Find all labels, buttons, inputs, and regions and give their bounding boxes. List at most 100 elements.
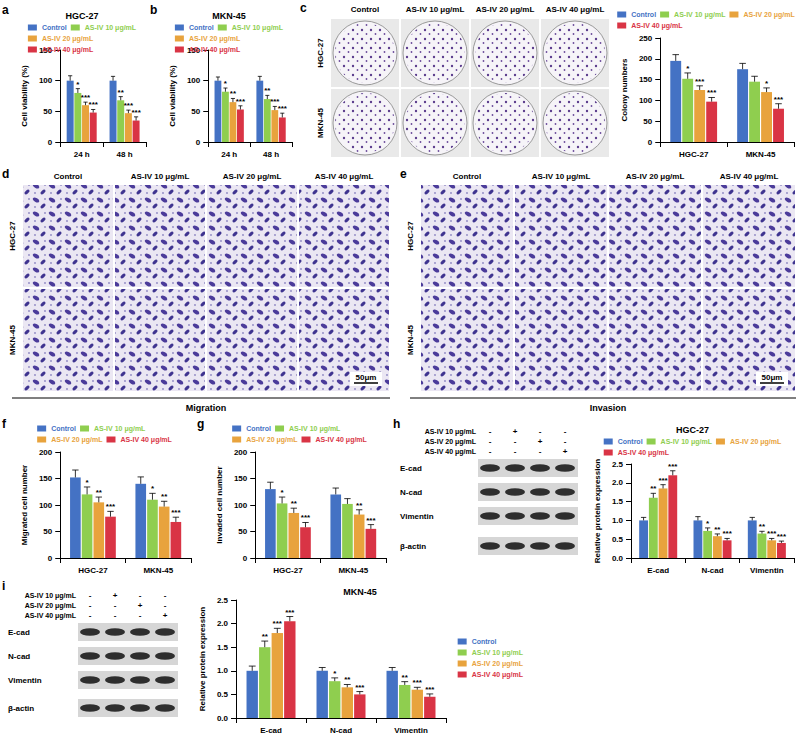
- svg-text:***: ***: [707, 88, 717, 97]
- svg-text:d: d: [2, 167, 9, 181]
- svg-text:+: +: [113, 591, 118, 600]
- svg-text:-: -: [564, 427, 567, 436]
- svg-text:***: ***: [89, 100, 99, 109]
- svg-text:AS-IV 20 μg/mL: AS-IV 20 μg/mL: [743, 11, 795, 19]
- svg-text:AS-IV 40 μg/mL: AS-IV 40 μg/mL: [315, 172, 374, 181]
- svg-text:1.0: 1.0: [612, 516, 624, 525]
- svg-text:Vimentin: Vimentin: [400, 512, 434, 521]
- svg-text:HGC-27: HGC-27: [406, 221, 415, 251]
- svg-text:50μm: 50μm: [762, 373, 783, 382]
- svg-text:f: f: [2, 417, 7, 431]
- svg-text:-: -: [89, 591, 92, 600]
- svg-text:50: 50: [643, 117, 652, 126]
- svg-text:50: 50: [238, 527, 247, 536]
- svg-text:AS-IV 40 μg/mL: AS-IV 40 μg/mL: [121, 436, 173, 444]
- svg-text:MKN-45: MKN-45: [316, 108, 325, 138]
- svg-text:**: **: [759, 522, 766, 531]
- svg-text:100: 100: [234, 501, 248, 510]
- svg-text:*: *: [765, 79, 769, 88]
- svg-text:100: 100: [39, 76, 53, 85]
- svg-text:-: -: [489, 427, 492, 436]
- svg-text:AS-IV 40 μg/mL: AS-IV 40 μg/mL: [472, 671, 524, 679]
- svg-text:250: 250: [639, 34, 653, 43]
- svg-text:***: ***: [774, 95, 784, 104]
- svg-text:AS-IV 20 μg/mL: AS-IV 20 μg/mL: [25, 602, 77, 610]
- svg-text:0: 0: [48, 554, 53, 563]
- svg-text:i: i: [2, 579, 5, 593]
- svg-text:***: ***: [273, 619, 283, 628]
- svg-text:AS-IV 10 μg/mL: AS-IV 10 μg/mL: [674, 11, 726, 19]
- svg-text:N-cad: N-cad: [8, 652, 30, 661]
- svg-text:Invasion: Invasion: [590, 403, 627, 413]
- svg-text:-: -: [114, 601, 117, 610]
- svg-text:200: 200: [639, 54, 653, 63]
- svg-text:AS-IV 10 μg/mL: AS-IV 10 μg/mL: [532, 172, 591, 181]
- svg-text:MKN-45: MKN-45: [338, 566, 368, 575]
- svg-text:AS-IV 10 μg/mL: AS-IV 10 μg/mL: [94, 425, 146, 433]
- svg-text:24 h: 24 h: [221, 150, 237, 159]
- svg-text:*: *: [281, 488, 285, 497]
- svg-text:0: 0: [48, 138, 53, 147]
- svg-text:***: ***: [425, 685, 435, 694]
- svg-text:***: ***: [777, 532, 787, 541]
- svg-text:Control: Control: [54, 172, 82, 181]
- svg-text:1.0: 1.0: [217, 666, 229, 675]
- svg-text:Invaded cell number: Invaded cell number: [215, 466, 224, 543]
- svg-text:-: -: [89, 601, 92, 610]
- svg-text:50: 50: [191, 107, 200, 116]
- svg-text:**: **: [264, 86, 271, 95]
- svg-text:***: ***: [722, 529, 732, 538]
- svg-text:HGC-27: HGC-27: [679, 150, 709, 159]
- svg-text:Control: Control: [351, 5, 379, 14]
- svg-text:AS-IV 40 μg/mL: AS-IV 40 μg/mL: [316, 436, 368, 444]
- svg-text:Vimentin: Vimentin: [8, 676, 42, 685]
- svg-text:Colony numbers: Colony numbers: [620, 58, 629, 122]
- svg-text:MKN-45: MKN-45: [212, 11, 246, 21]
- svg-text:**: **: [291, 499, 298, 508]
- svg-text:***: ***: [695, 77, 705, 86]
- svg-text:Control: Control: [246, 425, 271, 432]
- svg-text:*: *: [686, 64, 690, 73]
- svg-text:Control: Control: [472, 638, 497, 645]
- svg-text:Migration: Migration: [186, 403, 227, 413]
- svg-text:AS-IV 10 μg/mL: AS-IV 10 μg/mL: [289, 425, 341, 433]
- svg-text:MKN-45: MKN-45: [406, 325, 415, 355]
- svg-text:Migrated cell number: Migrated cell number: [20, 465, 29, 545]
- svg-text:Relative protein expression: Relative protein expression: [593, 459, 602, 564]
- svg-text:AS-IV 20 μg/mL: AS-IV 20 μg/mL: [472, 660, 524, 668]
- svg-text:AS-IV 20 μg/mL: AS-IV 20 μg/mL: [42, 35, 94, 43]
- svg-text:*: *: [151, 484, 155, 493]
- svg-text:+: +: [563, 447, 568, 456]
- svg-text:AS-IV 10 μg/mL: AS-IV 10 μg/mL: [406, 5, 465, 14]
- svg-text:**: **: [356, 501, 363, 510]
- svg-text:0.5: 0.5: [612, 535, 624, 544]
- svg-text:MKN-45: MKN-45: [143, 566, 173, 575]
- svg-text:***: ***: [285, 608, 295, 617]
- svg-text:**: **: [402, 673, 409, 682]
- svg-text:-: -: [489, 447, 492, 456]
- svg-text:-: -: [539, 447, 542, 456]
- svg-text:-: -: [164, 591, 167, 600]
- svg-text:***: ***: [413, 678, 423, 687]
- svg-text:***: ***: [658, 476, 668, 485]
- svg-text:2.0: 2.0: [217, 619, 229, 628]
- svg-text:AS-IV 10 μg/mL: AS-IV 10 μg/mL: [232, 24, 284, 32]
- svg-text:50: 50: [43, 107, 52, 116]
- svg-text:50: 50: [43, 527, 52, 536]
- svg-text:AS-IV 10 μg/mL: AS-IV 10 μg/mL: [472, 649, 524, 657]
- svg-text:HGC-27: HGC-27: [316, 38, 325, 68]
- svg-text:*: *: [706, 519, 710, 528]
- svg-text:-: -: [139, 611, 142, 620]
- svg-text:**: **: [161, 492, 168, 501]
- svg-text:***: ***: [767, 529, 777, 538]
- svg-text:AS-IV 40 μg/mL: AS-IV 40 μg/mL: [425, 448, 477, 456]
- svg-text:AS-IV 20 μg/mL: AS-IV 20 μg/mL: [476, 5, 535, 14]
- svg-text:E-cad: E-cad: [647, 566, 669, 575]
- svg-text:100: 100: [39, 501, 53, 510]
- svg-text:***: ***: [131, 108, 141, 117]
- svg-text:Control: Control: [51, 425, 76, 432]
- svg-text:β-actin: β-actin: [400, 542, 426, 551]
- svg-text:e: e: [400, 167, 407, 181]
- svg-text:AS-IV 20 μg/mL: AS-IV 20 μg/mL: [730, 438, 782, 446]
- svg-text:AS-IV 40 μg/mL: AS-IV 40 μg/mL: [42, 46, 94, 54]
